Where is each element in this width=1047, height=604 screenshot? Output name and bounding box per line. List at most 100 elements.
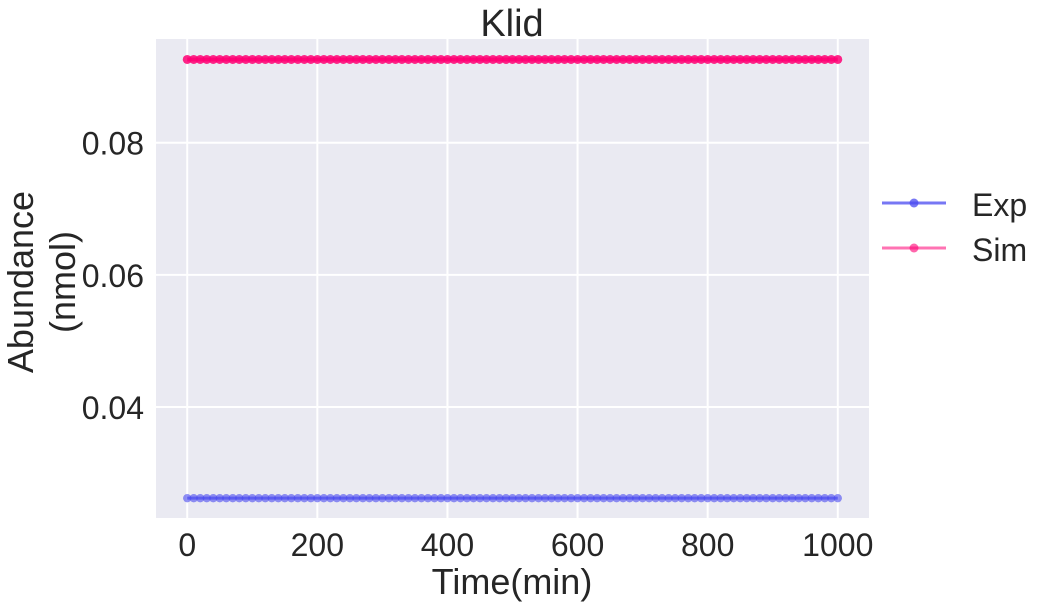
- data-point-sim: [820, 54, 830, 64]
- data-point-sim: [345, 54, 355, 64]
- data-point-exp: [371, 493, 381, 503]
- data-point-exp: [235, 493, 244, 503]
- data-point-sim: [722, 54, 732, 64]
- data-point-exp: [547, 493, 556, 503]
- data-point-exp: [319, 493, 329, 503]
- data-point-sim: [742, 54, 752, 64]
- data-point-exp: [553, 493, 563, 503]
- data-point-exp: [488, 493, 498, 503]
- data-point-exp: [527, 493, 537, 503]
- data-point-exp: [749, 493, 758, 503]
- data-point-exp: [339, 493, 348, 503]
- data-point-exp: [794, 493, 803, 503]
- data-point-exp: [573, 493, 582, 503]
- data-point-exp: [202, 493, 211, 503]
- data-point-exp: [801, 493, 810, 503]
- data-point-sim: [254, 54, 264, 64]
- data-point-sim: [189, 54, 199, 64]
- y-axis-label-line1: Abundance: [0, 191, 41, 373]
- data-point-sim: [319, 54, 329, 64]
- data-point-exp: [677, 493, 686, 503]
- data-point-exp: [274, 493, 283, 503]
- data-point-sim: [599, 54, 609, 64]
- data-point-exp: [716, 493, 725, 503]
- data-point-sim: [657, 54, 667, 64]
- data-point-exp: [378, 493, 387, 503]
- data-point-sim: [468, 54, 478, 64]
- data-point-exp: [482, 493, 491, 503]
- legend-item-sim: Sim: [882, 232, 1027, 268]
- data-point-exp: [644, 493, 654, 503]
- data-point-sim: [267, 54, 277, 64]
- data-point-sim: [442, 54, 452, 64]
- data-point-exp: [762, 493, 771, 503]
- data-point-sim: [494, 54, 504, 64]
- data-point-exp: [287, 493, 296, 503]
- data-point-sim: [247, 54, 257, 64]
- data-point-exp: [768, 493, 777, 503]
- data-point-exp: [612, 493, 621, 503]
- data-point-exp: [475, 493, 485, 503]
- data-point-sim: [481, 54, 491, 64]
- data-point-exp: [729, 493, 738, 503]
- data-point-sim: [455, 54, 465, 64]
- data-point-sim: [813, 54, 823, 64]
- legend-marker-sim: [909, 243, 919, 253]
- data-point-sim: [371, 54, 381, 64]
- data-point-exp: [514, 493, 524, 503]
- data-point-sim: [729, 54, 739, 64]
- x-tick-label: 400: [421, 527, 474, 563]
- data-point-sim: [215, 54, 225, 64]
- data-point-exp: [586, 493, 595, 503]
- series-exp: [183, 493, 842, 503]
- data-point-sim: [241, 54, 251, 64]
- data-point-sim: [221, 54, 231, 64]
- data-point-sim: [716, 54, 726, 64]
- legend-item-exp: Exp: [882, 187, 1027, 223]
- data-point-sim: [573, 54, 583, 64]
- data-point-exp: [196, 493, 205, 503]
- y-tick-label: 0.04: [82, 390, 144, 426]
- data-point-exp: [241, 493, 250, 503]
- data-point-exp: [696, 493, 706, 503]
- data-point-sim: [761, 54, 771, 64]
- data-point-exp: [664, 493, 673, 503]
- data-point-sim: [195, 54, 205, 64]
- data-point-sim: [234, 54, 244, 64]
- data-point-exp: [508, 493, 517, 503]
- data-point-sim: [429, 54, 439, 64]
- data-point-exp: [501, 493, 511, 503]
- data-point-exp: [579, 493, 589, 503]
- data-point-exp: [228, 493, 237, 503]
- data-point-exp: [566, 493, 576, 503]
- data-point-sim: [794, 54, 804, 64]
- data-point-exp: [280, 493, 290, 503]
- data-point-sim: [605, 54, 615, 64]
- data-point-exp: [189, 493, 198, 503]
- data-point-exp: [313, 493, 322, 503]
- plot-area: [156, 39, 869, 518]
- data-point-sim: [612, 54, 622, 64]
- data-point-exp: [560, 493, 569, 503]
- data-point-sim: [534, 54, 544, 64]
- data-point-sim: [208, 54, 218, 64]
- data-point-exp: [462, 493, 472, 503]
- data-point-exp: [827, 493, 836, 503]
- data-point-exp: [397, 493, 407, 503]
- data-point-sim: [202, 54, 212, 64]
- data-point-sim: [553, 54, 563, 64]
- data-point-sim: [508, 54, 517, 64]
- data-point-exp: [605, 493, 615, 503]
- data-point-exp: [592, 493, 602, 503]
- y-axis-ticks: 0.04 0.06 0.08: [82, 126, 144, 426]
- data-point-sim: [416, 54, 426, 64]
- data-point-sim: [514, 54, 524, 64]
- data-point-exp: [404, 493, 413, 503]
- data-point-sim: [351, 54, 361, 64]
- data-point-sim: [306, 54, 316, 64]
- data-point-exp: [631, 493, 641, 503]
- data-point-exp: [345, 493, 355, 503]
- data-point-exp: [775, 493, 784, 503]
- data-point-exp: [722, 493, 732, 503]
- data-point-sim: [638, 54, 648, 64]
